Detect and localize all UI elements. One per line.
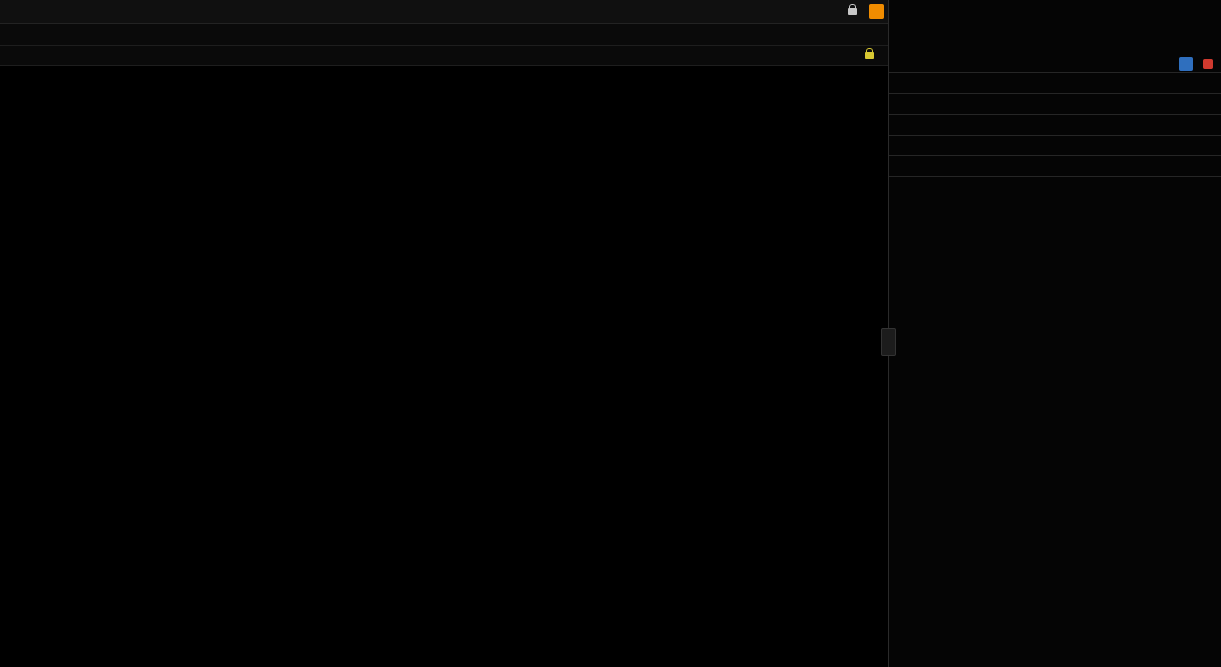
- toolbar-right: [816, 4, 884, 19]
- quote-info-bar: [0, 24, 888, 46]
- stats-grid: [889, 155, 1221, 176]
- order-book-row[interactable]: [889, 115, 1221, 135]
- period-tab[interactable]: [4, 10, 18, 14]
- market-meta-row: [889, 55, 1221, 72]
- date-range: [859, 48, 880, 59]
- time-sales-list: [889, 175, 1221, 667]
- candlestick-chart[interactable]: [0, 66, 888, 667]
- time-sales-row: [889, 177, 1221, 197]
- badge-group: [1179, 56, 1213, 71]
- lock-icon[interactable]: [848, 4, 857, 15]
- price-row: [889, 25, 1221, 55]
- margin-badge: [1179, 56, 1193, 71]
- fund-row: [889, 72, 1221, 93]
- period-tabs: [4, 10, 18, 14]
- range-lock-icon[interactable]: [865, 48, 874, 59]
- collapse-panel-button[interactable]: [881, 328, 896, 356]
- period-toolbar: [0, 0, 888, 24]
- bid-levels: [889, 134, 1221, 156]
- ask-levels: [889, 114, 1221, 135]
- panel-header: [889, 0, 1221, 25]
- toolbar-actions: [816, 10, 830, 14]
- chart-region: [0, 0, 888, 667]
- quote-panel: [888, 0, 1221, 667]
- ma-indicator-bar: [0, 46, 888, 66]
- alert-icon[interactable]: [1203, 58, 1213, 69]
- stats-row: [889, 156, 1221, 176]
- toolbar-action[interactable]: [816, 10, 830, 14]
- weibi-row: [889, 93, 1221, 114]
- wp-logo-icon: [869, 4, 884, 19]
- order-book-row[interactable]: [889, 136, 1221, 156]
